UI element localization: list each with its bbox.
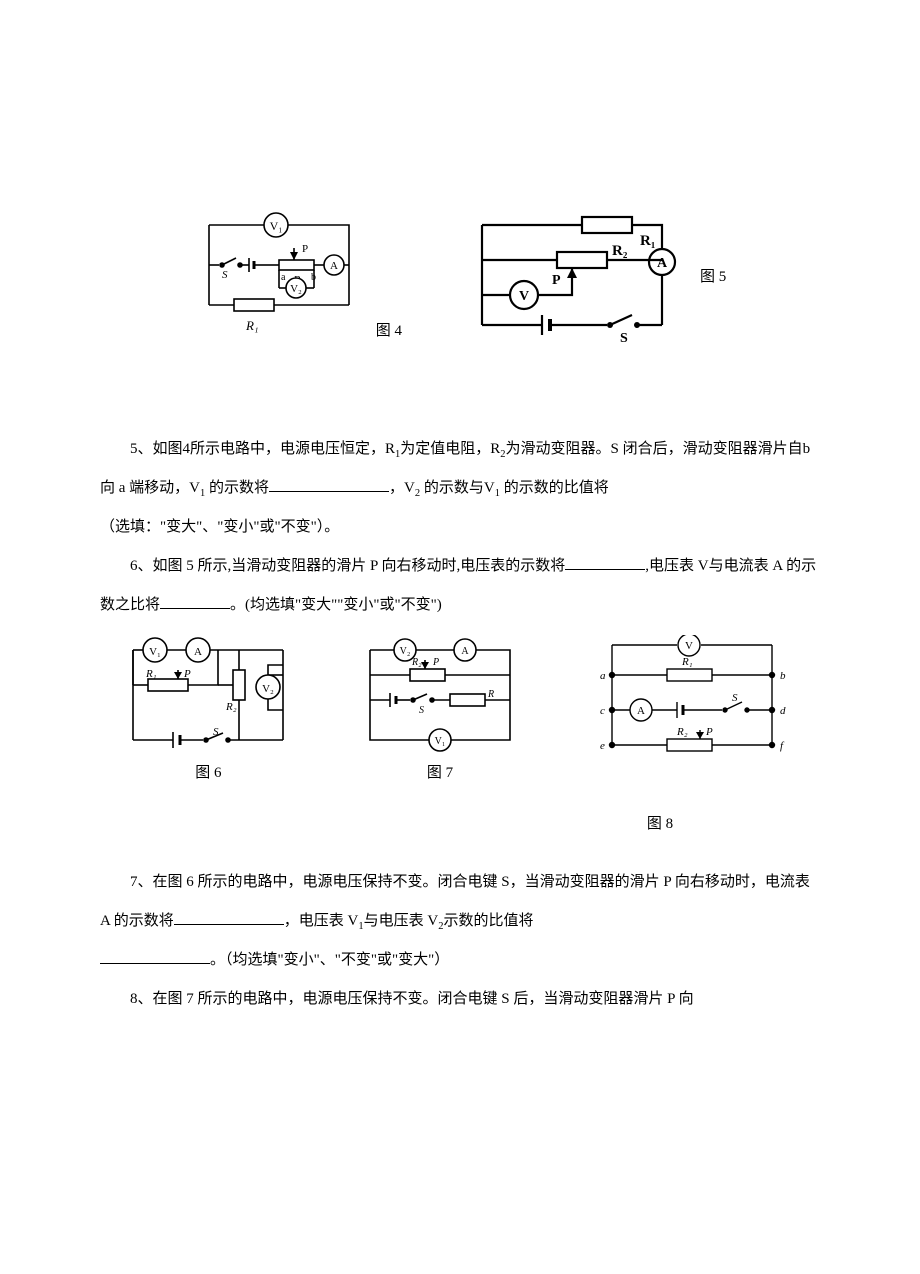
blank bbox=[565, 554, 645, 570]
q6-t3: 。(均选填"变大""变小"或"不变") bbox=[230, 597, 442, 613]
blank bbox=[174, 909, 284, 925]
svg-text:R₂: R₂ bbox=[225, 701, 237, 713]
figure-6: V₁ A R₁ P R₂ bbox=[118, 635, 298, 782]
svg-text:c: c bbox=[600, 705, 605, 717]
figure-8: V a R₁ b bbox=[582, 635, 802, 765]
q5-t4: 的示数将 bbox=[205, 480, 269, 496]
fig4-svg: V₁ bbox=[194, 210, 364, 340]
question-7: 7、在图 6 所示的电路中，电源电压保持不变。闭合电键 S，当滑动变阻器的滑片 … bbox=[100, 863, 820, 941]
figure-row-2: V₁ A R₁ P R₂ bbox=[100, 635, 820, 782]
blank bbox=[269, 476, 389, 492]
svg-text:R₂: R₂ bbox=[411, 657, 422, 668]
q7-t5: 。（均选填"变小"、"不变"或"变大"） bbox=[210, 952, 449, 968]
q8-t1: 8、在图 7 所示的电路中，电源电压保持不变。闭合电键 S 后，当滑动变阻器滑片… bbox=[130, 991, 694, 1007]
svg-text:d: d bbox=[780, 705, 786, 717]
svg-text:R: R bbox=[487, 689, 494, 700]
fig6-label: 图 6 bbox=[195, 761, 221, 782]
fig5-svg: R₁ A R₂ P bbox=[462, 200, 682, 350]
svg-text:R₁: R₁ bbox=[640, 233, 655, 249]
svg-text:V₂: V₂ bbox=[400, 646, 411, 657]
blank bbox=[100, 948, 210, 964]
svg-text:A: A bbox=[194, 646, 202, 658]
svg-text:V: V bbox=[685, 640, 693, 652]
fig7-label: 图 7 bbox=[427, 761, 453, 782]
svg-text:S: S bbox=[213, 726, 219, 738]
figure-row-1: V₁ bbox=[100, 200, 820, 350]
svg-text:V: V bbox=[519, 289, 529, 304]
q5-t7: 的示数的比值将 bbox=[500, 480, 609, 496]
svg-text:A: A bbox=[461, 646, 469, 657]
fig6-svg: V₁ A R₁ P R₂ bbox=[118, 635, 298, 755]
q5-t2: 为定值电阻，R bbox=[400, 441, 500, 457]
fig5-label: 图 5 bbox=[700, 265, 726, 286]
svg-text:V₁: V₁ bbox=[269, 219, 282, 233]
question-5: 5、如图4所示电路中，电源电压恒定，R1为定值电阻，R2为滑动变阻器。S 闭合后… bbox=[100, 430, 820, 508]
svg-text:R₂: R₂ bbox=[612, 243, 628, 259]
question-6: 6、如图 5 所示,当滑动变阻器的滑片 P 向右移动时,电压表的示数将,电压表 … bbox=[100, 547, 820, 625]
svg-text:R₁: R₁ bbox=[681, 656, 693, 668]
svg-text:V₂: V₂ bbox=[262, 683, 274, 695]
svg-text:e: e bbox=[600, 740, 605, 752]
fig8-label: 图 8 bbox=[500, 812, 820, 833]
svg-text:R₁: R₁ bbox=[245, 318, 258, 333]
q5-t5: ，V bbox=[389, 480, 415, 496]
svg-text:S: S bbox=[419, 705, 424, 716]
svg-text:a: a bbox=[600, 670, 606, 682]
question-8: 8、在图 7 所示的电路中，电源电压保持不变。闭合电键 S 后，当滑动变阻器滑片… bbox=[100, 980, 820, 1019]
svg-text:a: a bbox=[281, 272, 286, 283]
svg-text:R₂: R₂ bbox=[676, 726, 688, 738]
svg-text:P: P bbox=[705, 726, 713, 738]
q7-t3: 与电压表 V bbox=[364, 913, 439, 929]
svg-text:V₁: V₁ bbox=[435, 736, 446, 747]
blank bbox=[160, 593, 230, 609]
fig4-label: 图 4 bbox=[376, 319, 402, 340]
svg-text:A: A bbox=[637, 705, 645, 717]
svg-text:P: P bbox=[183, 668, 191, 680]
svg-text:P: P bbox=[302, 243, 308, 255]
figure-5: R₁ A R₂ P bbox=[462, 200, 726, 350]
figure-7: V₂ A R₂ P bbox=[355, 635, 525, 782]
svg-text:b: b bbox=[780, 670, 786, 682]
svg-text:A: A bbox=[330, 260, 338, 272]
q5-line2: （选填："变大"、"变小"或"不变"）。 bbox=[100, 508, 820, 547]
svg-text:A: A bbox=[657, 256, 668, 271]
svg-text:V₁: V₁ bbox=[149, 646, 161, 658]
svg-text:P: P bbox=[432, 657, 439, 668]
q5-t1: 5、如图4所示电路中，电源电压恒定，R bbox=[130, 441, 395, 457]
q6-t1: 6、如图 5 所示,当滑动变阻器的滑片 P 向右移动时,电压表的示数将 bbox=[130, 558, 565, 574]
figure-4: V₁ bbox=[194, 210, 402, 340]
fig8-svg: V a R₁ b bbox=[582, 635, 802, 765]
fig7-svg: V₂ A R₂ P bbox=[355, 635, 525, 755]
q7-t4: 示数的比值将 bbox=[443, 913, 533, 929]
q5-t8: （选填："变大"、"变小"或"不变"）。 bbox=[100, 519, 339, 535]
svg-text:P: P bbox=[552, 273, 561, 288]
svg-text:f: f bbox=[780, 740, 785, 752]
q5-t6: 的示数与V bbox=[420, 480, 495, 496]
q7-t2: ，电压表 V bbox=[284, 913, 359, 929]
svg-text:S: S bbox=[732, 692, 738, 704]
svg-text:V₂: V₂ bbox=[290, 283, 302, 295]
q7-line2: 。（均选填"变小"、"不变"或"变大"） bbox=[100, 941, 820, 980]
svg-text:R₁: R₁ bbox=[145, 668, 157, 680]
svg-text:S: S bbox=[222, 269, 228, 281]
svg-text:S: S bbox=[620, 331, 628, 346]
